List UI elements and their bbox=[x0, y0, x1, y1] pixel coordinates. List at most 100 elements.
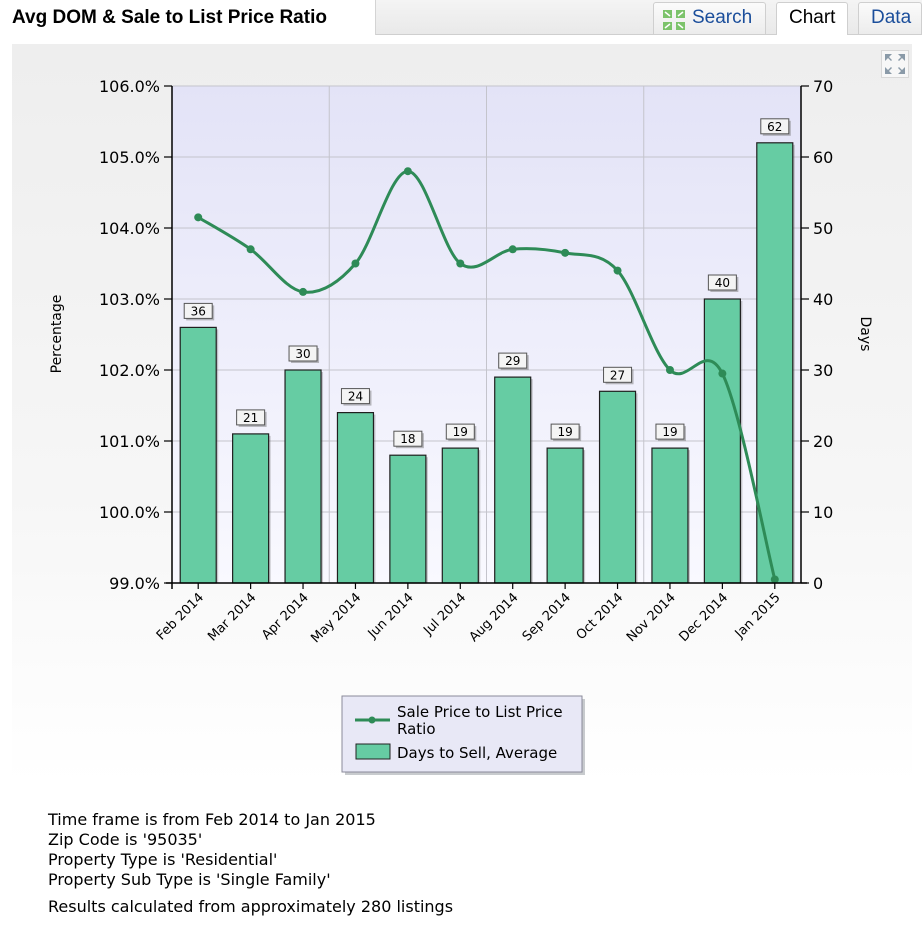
left-tick-label: 102.0% bbox=[99, 361, 160, 380]
y-axis-label: Percentage bbox=[49, 295, 65, 374]
bar bbox=[232, 433, 270, 584]
legend: Sale Price to List Price Ratio Days to Se… bbox=[341, 695, 585, 775]
x-tick-label: Feb 2014 bbox=[154, 590, 207, 643]
ratio-point bbox=[770, 575, 779, 584]
ratio-point bbox=[299, 287, 308, 296]
x-tick-label: Apr 2014 bbox=[259, 590, 312, 643]
bar-label-box bbox=[393, 430, 423, 447]
x-tick-label: Aug 2014 bbox=[467, 590, 522, 645]
axes bbox=[166, 86, 807, 589]
right-tick-label: 50 bbox=[813, 219, 833, 238]
legend-line-marker bbox=[368, 716, 376, 724]
bar bbox=[389, 454, 427, 584]
left-tick-label: 103.0% bbox=[99, 290, 160, 309]
info-property-type: Property Type is 'Residential' bbox=[48, 850, 278, 869]
bar bbox=[284, 369, 322, 584]
ratio-point bbox=[351, 259, 360, 268]
title-tab: Avg DOM & Sale to List Price Ratio bbox=[0, 0, 376, 35]
ratio-point bbox=[403, 167, 412, 176]
bars bbox=[179, 142, 795, 584]
bar bbox=[336, 412, 375, 584]
right-tick-label: 20 bbox=[813, 432, 833, 451]
legend-bar-swatch bbox=[355, 743, 391, 760]
ratio-point bbox=[561, 248, 570, 257]
right-tick-label: 30 bbox=[813, 361, 833, 380]
bar-label-box bbox=[288, 345, 318, 362]
y-axis-label-right: Days bbox=[857, 317, 873, 352]
legend-item-line: Sale Price to List Price Ratio bbox=[355, 703, 563, 738]
x-tick-label: Jan 2015 bbox=[732, 590, 784, 642]
legend-line-label: Sale Price to List Price Ratio bbox=[397, 703, 563, 738]
bar-label: 30 bbox=[295, 347, 310, 361]
bar-label: 19 bbox=[557, 425, 572, 439]
bar-label: 24 bbox=[348, 390, 363, 404]
bar bbox=[546, 447, 584, 584]
bar bbox=[494, 376, 532, 584]
x-tick-label: Sep 2014 bbox=[520, 590, 574, 644]
bar-label: 19 bbox=[662, 425, 677, 439]
left-tick-label: 99.0% bbox=[109, 574, 160, 593]
bar-label-box bbox=[183, 302, 213, 319]
bar-label: 27 bbox=[610, 368, 625, 382]
page-title: Avg DOM & Sale to List Price Ratio bbox=[12, 7, 327, 28]
bar bbox=[703, 298, 741, 584]
bar-label-box bbox=[655, 423, 685, 440]
x-tick-label: Jun 2014 bbox=[365, 590, 417, 642]
bar-label: 62 bbox=[767, 120, 782, 134]
tab-search[interactable]: Search bbox=[653, 2, 766, 34]
x-tick-label: Oct 2014 bbox=[574, 590, 627, 643]
line-series bbox=[194, 167, 779, 584]
ratio-point bbox=[194, 213, 203, 222]
x-tick-label: Mar 2014 bbox=[205, 590, 259, 644]
tab-chart-label: Chart bbox=[789, 7, 836, 28]
bar-label-box bbox=[707, 274, 737, 291]
ratio-point bbox=[613, 266, 622, 275]
bar-label-box bbox=[340, 388, 370, 405]
left-tick-label: 100.0% bbox=[99, 503, 160, 522]
info-results: Results calculated from approximately 28… bbox=[48, 897, 454, 916]
expand-icon[interactable] bbox=[881, 50, 909, 78]
ratio-point bbox=[246, 245, 255, 254]
right-tick-label: 70 bbox=[813, 77, 833, 96]
tab-data[interactable]: Data bbox=[858, 2, 922, 34]
x-tick-label: Dec 2014 bbox=[676, 590, 731, 645]
right-tick-label: 10 bbox=[813, 503, 833, 522]
left-tick-label: 101.0% bbox=[99, 432, 160, 451]
tab-data-label: Data bbox=[871, 7, 912, 28]
right-tick-label: 0 bbox=[813, 574, 823, 593]
bar bbox=[756, 142, 794, 584]
right-tick-label: 60 bbox=[813, 148, 833, 167]
bar bbox=[179, 326, 217, 584]
bar-label: 19 bbox=[453, 425, 468, 439]
bar-label-box bbox=[445, 423, 475, 440]
info-timeframe: Time frame is from Feb 2014 to Jan 2015 bbox=[48, 810, 376, 829]
bar bbox=[441, 447, 479, 584]
left-axis-ticks: 99.0% 100.0% 101.0% 102.0% 103.0% 104.0% 105.0… bbox=[99, 77, 172, 593]
bar bbox=[598, 390, 637, 584]
left-tick-label: 106.0% bbox=[99, 77, 160, 96]
x-tick-label: May 2014 bbox=[308, 590, 364, 646]
search-icon bbox=[663, 10, 685, 30]
right-axis-ticks: 0 10 20 30 40 50 60 70 bbox=[801, 77, 833, 593]
bar-label: 18 bbox=[400, 432, 415, 446]
tab-chart[interactable]: Chart bbox=[776, 2, 848, 35]
bar-label: 21 bbox=[243, 411, 258, 425]
bar-labels: 36 21 30 24 18 19 29 19 27 19 40 62 bbox=[183, 118, 791, 449]
ratio-point bbox=[718, 369, 727, 378]
bar-label-box bbox=[498, 352, 528, 369]
bar-label: 36 bbox=[191, 304, 206, 318]
ratio-point bbox=[508, 245, 517, 254]
bar-label-box bbox=[550, 423, 580, 440]
ratio-point bbox=[456, 259, 465, 268]
legend-line-label-part: Ratio bbox=[397, 720, 436, 738]
x-tick-label: Nov 2014 bbox=[624, 590, 679, 645]
legend-line-label-part: Sale Price to List Price bbox=[397, 703, 563, 721]
bar-label-box bbox=[760, 118, 790, 135]
ratio-point bbox=[665, 366, 674, 374]
right-tick-label: 40 bbox=[813, 290, 833, 309]
bar-label: 40 bbox=[715, 276, 730, 290]
legend-bar-label: Days to Sell, Average bbox=[397, 744, 557, 762]
info-property-subtype: Property Sub Type is 'Single Family' bbox=[48, 870, 331, 889]
bar-label-box bbox=[603, 366, 633, 383]
